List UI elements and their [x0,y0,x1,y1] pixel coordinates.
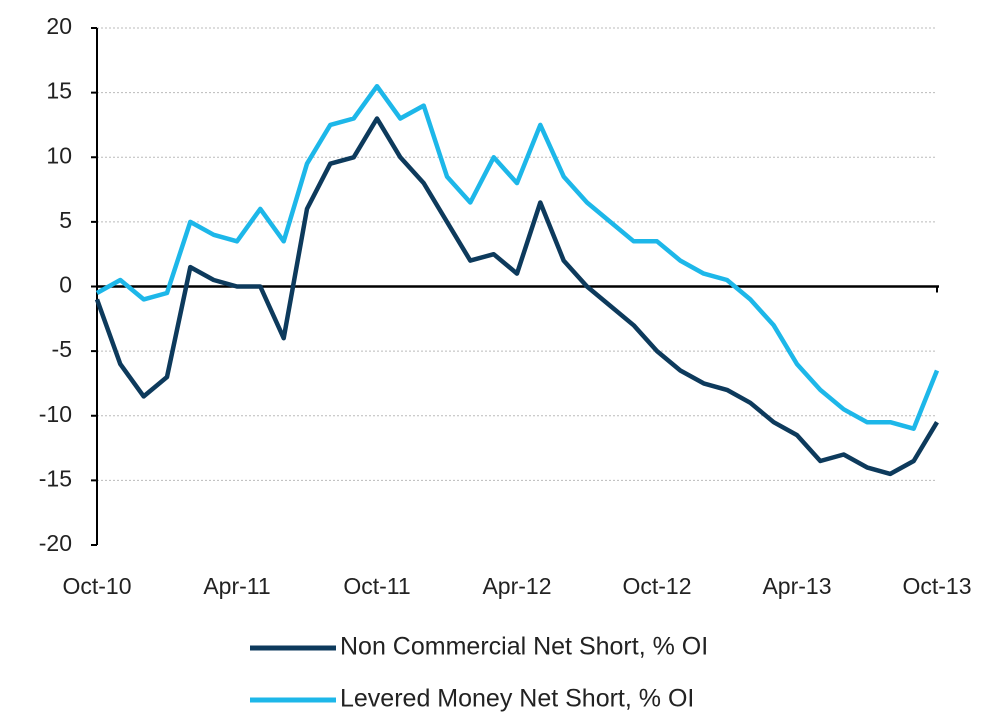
y-tick-label: 5 [59,207,72,233]
x-tick-label: Apr-11 [203,573,270,599]
x-tick-label: Oct-11 [343,573,410,599]
series-line [95,83,940,431]
x-tick-label: Oct-12 [622,573,691,599]
x-tick-label: Oct-10 [62,573,131,599]
y-tick-label: 15 [46,78,72,104]
y-tick-label: -20 [39,530,72,556]
legend-label: Non Commercial Net Short, % OI [340,633,708,661]
y-tick-label: 20 [46,13,72,39]
y-tick-label: -15 [39,465,72,491]
x-tick-label: Apr-12 [482,573,551,599]
y-tick-label: -10 [39,401,72,427]
y-tick-label: 0 [59,272,72,298]
x-tick-label: Apr-13 [762,573,831,599]
y-tick-label: 10 [46,142,72,168]
y-tick-label: -5 [52,336,72,362]
series-line [94,116,939,477]
x-tick-label: Oct-13 [902,573,971,599]
legend-label: Levered Money Net Short, % OI [340,685,694,713]
